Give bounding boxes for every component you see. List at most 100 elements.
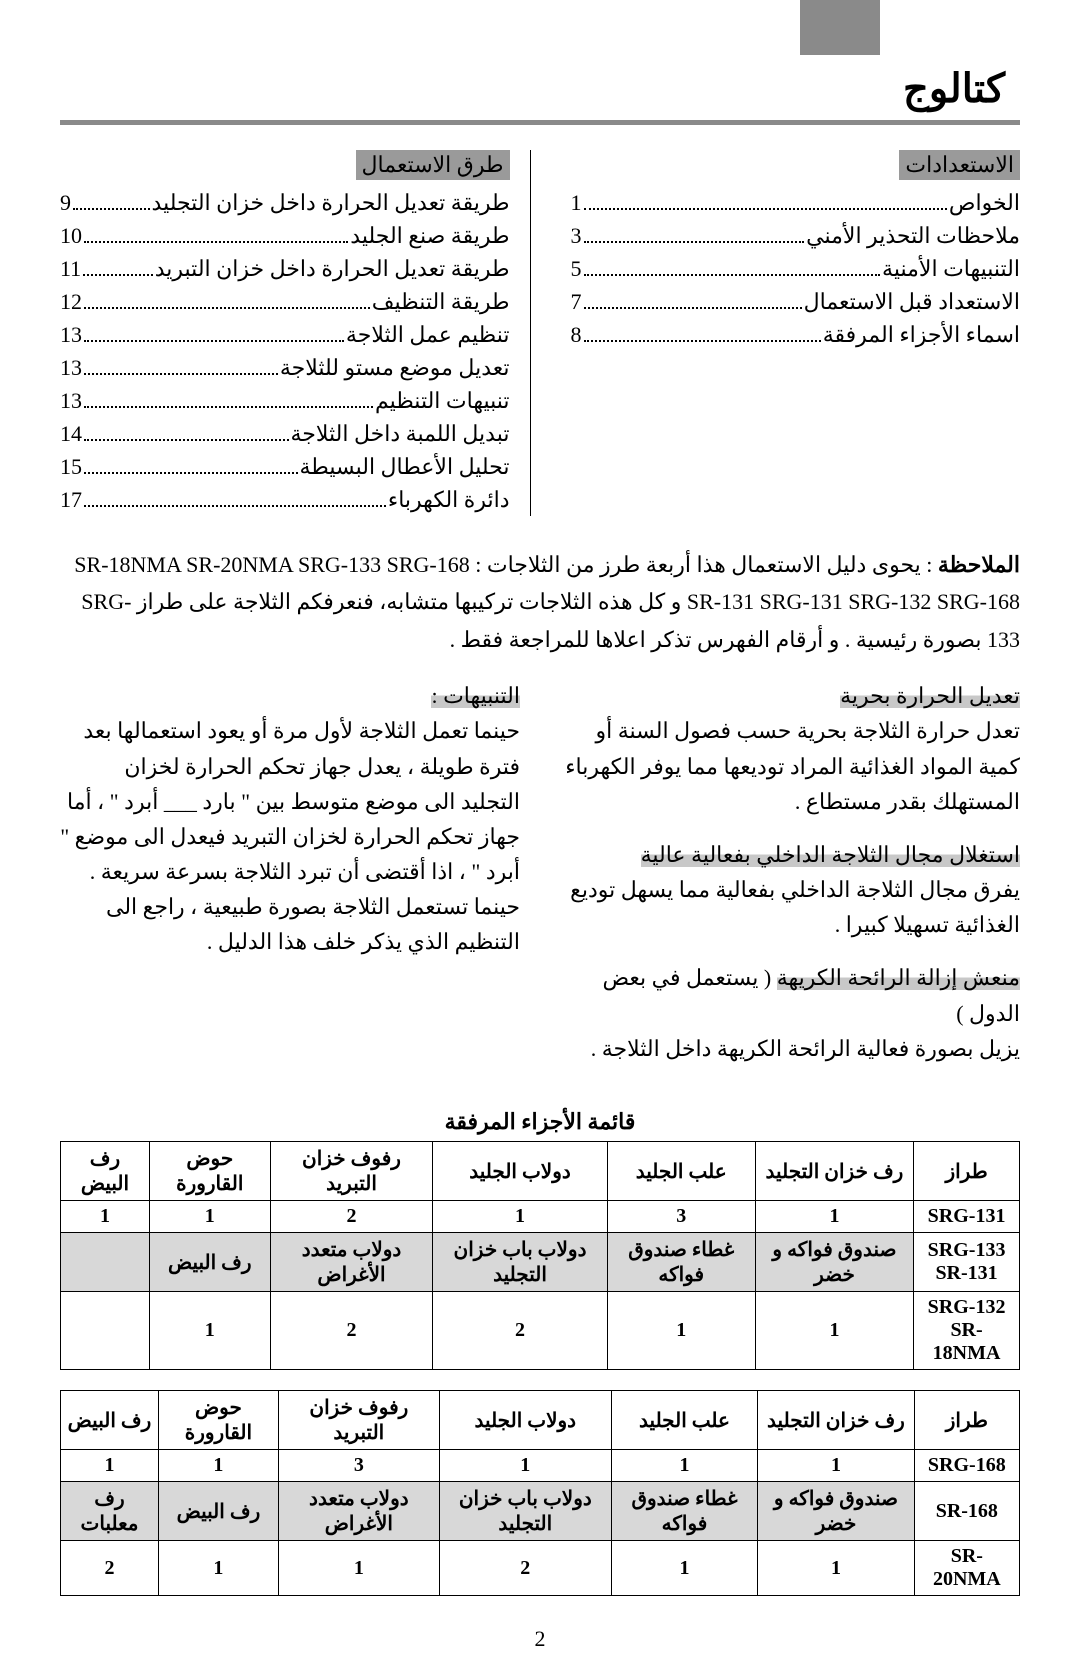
table-cell <box>61 1292 150 1370</box>
toc-dots <box>584 340 821 342</box>
table-cell: SR-20NMA <box>914 1541 1019 1596</box>
toc-dots <box>84 505 386 507</box>
table-cell: 1 <box>755 1201 913 1233</box>
toc-row: طريقة تعديل الحرارة داخل خزان التجليد 9 <box>60 186 510 219</box>
toc-label: تنظيم عمل الثلاجة <box>346 318 510 351</box>
table-cell: 1 <box>755 1292 913 1370</box>
toc-dots <box>584 274 881 276</box>
feature-block: التنبيهات : حينما تعمل الثلاجة لأول مرة أ… <box>60 678 520 960</box>
toc-dots <box>84 472 298 474</box>
toc-label: طريقة تعديل الحرارة داخل خزان التبريد <box>155 252 510 285</box>
table-cell: 1 <box>278 1541 439 1596</box>
toc-row: التنبيهات الأمنية 5 <box>571 252 1021 285</box>
toc-label: التنبيهات الأمنية <box>882 252 1020 285</box>
toc-dots <box>84 373 278 375</box>
toc-page: 8 <box>571 318 582 351</box>
table-cell: 2 <box>270 1292 433 1370</box>
toc-right-heading: الاستعدادات <box>899 150 1020 180</box>
header-accent <box>800 0 880 55</box>
note-block: الملاحظة : يحوى دليل الاستعمال هذا أربعة… <box>60 546 1020 658</box>
table-cell: SRG-133SR-131 <box>914 1233 1020 1292</box>
toc-label: تعديل موضع مستو للثلاجة <box>280 351 510 384</box>
toc-label: الاستعداد قبل الاستعمال <box>804 285 1020 318</box>
table-subheader: رف البيض <box>149 1233 270 1292</box>
parts-table-2: طرازرف خزان التجليدعلب الجليددولاب الجلي… <box>60 1390 1020 1596</box>
toc-page: 13 <box>60 351 82 384</box>
toc-row: طريقة التنظيف12 <box>60 285 510 318</box>
table-cell: 1 <box>149 1201 270 1233</box>
feature-block: استغلال مجال الثلاجة الداخلي بفعالية عال… <box>560 837 1020 943</box>
toc-label: طريقة صنع الجليد <box>350 219 509 252</box>
table-header: حوض القارورة <box>158 1391 278 1450</box>
feature-title: استغلال مجال الثلاجة الداخلي بفعالية عال… <box>641 842 1020 867</box>
table-subheader <box>61 1233 150 1292</box>
toc-page: 14 <box>60 417 82 450</box>
table-cell: 1 <box>758 1450 914 1482</box>
table-cell: 1 <box>433 1201 607 1233</box>
toc-row: الاستعداد قبل الاستعمال 7 <box>571 285 1021 318</box>
toc-dots <box>83 274 153 276</box>
parts-list-title: قائمة الأجزاء المرفقة <box>60 1109 1020 1135</box>
toc-label: اسماء الأجزاء المرفقة <box>823 318 1020 351</box>
table-header: علب الجليد <box>607 1142 755 1201</box>
toc-left-heading: طرق الاستعمال <box>356 150 510 180</box>
toc-row: اسماء الأجزاء المرفقة 8 <box>571 318 1021 351</box>
table-subheader: صندوق فواكه و خضر <box>758 1482 914 1541</box>
toc-dots <box>84 307 370 309</box>
feature-title: التنبيهات : <box>431 683 520 708</box>
table-cell: SR-168 <box>914 1482 1019 1541</box>
table-header: رفوف خزان التبريد <box>278 1391 439 1450</box>
table-header: علب الجليد <box>611 1391 757 1450</box>
toc-row: تنظيم عمل الثلاجة 13 <box>60 318 510 351</box>
table-header: رف البيض <box>61 1391 159 1450</box>
table-cell: 2 <box>439 1541 611 1596</box>
toc-page: 13 <box>60 318 82 351</box>
table-cell: SRG-131 <box>914 1201 1020 1233</box>
feature-title: منعش إزالة الرائحة الكريهة <box>777 965 1020 990</box>
table-cell: SRG-132SR-18NMA <box>914 1292 1020 1370</box>
toc-label: ملاحظات التحذير الأمني <box>806 219 1020 252</box>
toc-label: تبديل اللمبة داخل الثلاجة <box>291 417 510 450</box>
toc-dots <box>584 241 805 243</box>
table-cell: 3 <box>278 1450 439 1482</box>
toc-left-col: طرق الاستعمال طريقة تعديل الحرارة داخل خ… <box>60 150 531 516</box>
toc-row: تبديل اللمبة داخل الثلاجة 14 <box>60 417 510 450</box>
toc-page: 5 <box>571 252 582 285</box>
toc-page: 9 <box>60 186 71 219</box>
toc-label: طريقة التنظيف <box>372 285 510 318</box>
feature-body: حينما تعمل الثلاجة لأول مرة أو يعود استع… <box>60 718 520 954</box>
table-subheader: دولاب متعدد الأغراض <box>270 1233 433 1292</box>
table-cell: 1 <box>439 1450 611 1482</box>
table-cell: 1 <box>149 1292 270 1370</box>
table-cell: 1 <box>607 1292 755 1370</box>
toc-dots <box>73 208 150 210</box>
note-label: الملاحظة <box>938 552 1020 577</box>
table-cell: 1 <box>611 1450 757 1482</box>
toc-row: ملاحظات التحذير الأمني 3 <box>571 219 1021 252</box>
toc-page: 3 <box>571 219 582 252</box>
toc-page: 7 <box>571 285 582 318</box>
toc-row: الخواص1 <box>571 186 1021 219</box>
features-right: تعديل الحرارة بحريةتعدل حرارة الثلاجة بح… <box>560 678 1020 1084</box>
toc-label: طريقة تعديل الحرارة داخل خزان التجليد <box>152 186 510 219</box>
toc-row: تحليل الأعطال البسيطة15 <box>60 450 510 483</box>
table-subheader: دولاب باب خزان التجليد <box>439 1482 611 1541</box>
table-cell: 1 <box>758 1541 914 1596</box>
toc-dots <box>84 241 348 243</box>
toc-page: 13 <box>60 384 82 417</box>
toc-dots <box>84 439 289 441</box>
table-cell: 2 <box>61 1541 159 1596</box>
page-number: 2 <box>60 1626 1020 1652</box>
toc: الاستعدادات الخواص1ملاحظات التحذير الأمن… <box>60 150 1020 516</box>
features: تعديل الحرارة بحريةتعدل حرارة الثلاجة بح… <box>60 678 1020 1084</box>
table-subheader: غطاء صندوق فواكه <box>611 1482 757 1541</box>
feature-body: يفرق مجال الثلاجة الداخلي بفعالية مما يس… <box>570 877 1020 937</box>
toc-right-col: الاستعدادات الخواص1ملاحظات التحذير الأمن… <box>571 150 1021 516</box>
features-left: التنبيهات : حينما تعمل الثلاجة لأول مرة أ… <box>60 678 520 1084</box>
toc-row: طريقة تعديل الحرارة داخل خزان التبريد11 <box>60 252 510 285</box>
table-cell: 1 <box>611 1541 757 1596</box>
table-cell: 1 <box>61 1450 159 1482</box>
toc-row: تنبيهات التنظيم13 <box>60 384 510 417</box>
feature-block: تعديل الحرارة بحريةتعدل حرارة الثلاجة بح… <box>560 678 1020 819</box>
table-header: دولاب الجليد <box>433 1142 607 1201</box>
